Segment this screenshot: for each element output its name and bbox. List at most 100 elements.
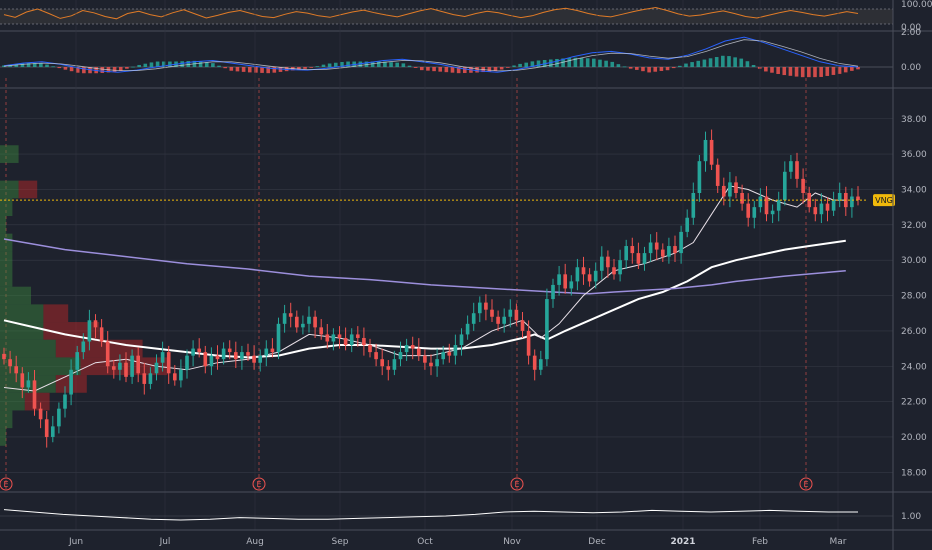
- price-axis: 38.00 36.00 34.00 32.00 30.00 28.00 26.00 24.00…: [901, 115, 927, 479]
- candle-body: [63, 394, 67, 409]
- volume-profile-down: [55, 339, 143, 358]
- candle-body: [837, 193, 842, 201]
- price-grid: [0, 0, 893, 530]
- time-tick-label: Feb: [752, 537, 768, 547]
- volume-profile-up: [0, 410, 13, 429]
- time-tick-label: Nov: [503, 537, 521, 547]
- macd-histogram-bar: [561, 58, 565, 67]
- earnings-dividers: [5, 78, 807, 490]
- price-tick-label: 26.00: [901, 327, 927, 337]
- macd-histogram-bar: [751, 65, 756, 67]
- candle-body: [795, 161, 799, 179]
- volume-profile-up: [0, 304, 44, 323]
- candle-body: [343, 337, 348, 346]
- candle-body: [618, 260, 622, 275]
- macd-histogram-bar: [254, 67, 258, 73]
- candle-body: [130, 355, 134, 377]
- candle-body: [209, 355, 214, 367]
- macd-histogram-bar: [462, 67, 467, 74]
- candle-body: [624, 246, 629, 261]
- candle-body: [50, 426, 55, 437]
- macd-histogram-bar: [14, 63, 19, 67]
- time-tick-label: Mar: [830, 537, 847, 547]
- candle-body: [185, 355, 189, 370]
- macd-histogram-bar: [579, 57, 584, 67]
- macd-histogram-bar: [315, 66, 320, 67]
- macd-histogram-bar: [395, 62, 400, 67]
- candle-body: [191, 348, 195, 356]
- macd-histogram-bar: [204, 62, 209, 67]
- macd-histogram-bar: [671, 67, 676, 69]
- macd-histogram-bar: [75, 67, 80, 73]
- candle-body: [850, 196, 854, 208]
- volume-profile-up: [0, 357, 81, 376]
- candle-body: [166, 352, 171, 374]
- candle-body: [575, 267, 580, 282]
- candle-body: [294, 316, 299, 328]
- candle-body: [612, 267, 616, 275]
- macd-signal-line: [3, 39, 859, 72]
- candle-body: [551, 284, 555, 300]
- volume-profile-down: [18, 180, 38, 199]
- candle-body: [545, 299, 549, 360]
- candle-body: [20, 373, 25, 388]
- macd-histogram-bar: [229, 67, 234, 71]
- candle-body: [685, 217, 690, 232]
- macd-histogram-bar: [696, 60, 701, 67]
- macd-histogram-bar: [389, 62, 393, 67]
- price-tick-label: 30.00: [901, 256, 927, 266]
- moving-average-line: [3, 238, 846, 295]
- candle-body: [526, 330, 531, 356]
- macd-histogram-bar: [376, 61, 381, 67]
- candle-body: [410, 345, 415, 349]
- candle-body: [233, 352, 238, 360]
- macd-histogram-bar: [555, 58, 559, 67]
- macd-histogram-bar: [340, 61, 344, 67]
- candle-body: [362, 337, 366, 346]
- candle-body: [429, 362, 433, 367]
- macd-histogram-bar: [635, 67, 639, 70]
- macd-histogram-bar: [714, 57, 719, 67]
- macd-histogram-bar: [297, 67, 301, 70]
- candle-body: [203, 352, 208, 367]
- candle-body: [697, 161, 702, 193]
- candle-body: [57, 408, 61, 427]
- earnings-marker-label: E: [256, 480, 261, 489]
- candle-body: [691, 193, 696, 218]
- candle-body: [386, 366, 391, 370]
- candle-body: [502, 316, 507, 324]
- macd-histogram-bar: [370, 61, 375, 67]
- macd-histogram-bar: [413, 67, 418, 68]
- macd-histogram-bar: [678, 65, 682, 67]
- candle-body: [319, 327, 324, 335]
- candle-body: [734, 182, 738, 193]
- volume-profile-up: [0, 286, 31, 305]
- price-tick-label: 20.00: [901, 433, 927, 443]
- candle-body: [380, 359, 385, 367]
- earnings-marker-label: E: [514, 480, 519, 489]
- price-tick-label: 32.00: [901, 221, 927, 231]
- macd-histogram-bar: [549, 59, 553, 67]
- macd-histogram-bar: [131, 66, 135, 68]
- macd-histogram-bar: [217, 65, 221, 67]
- macd-histogram-bar: [610, 61, 615, 67]
- macd-histogram-bar: [39, 63, 43, 67]
- macd-histogram-bar: [653, 67, 658, 72]
- macd-histogram-bar: [622, 66, 627, 68]
- macd-histogram-bar: [727, 56, 731, 67]
- macd-histogram-bar: [843, 67, 848, 73]
- price-tick-label: 22.00: [901, 398, 927, 408]
- candle-body: [136, 355, 141, 374]
- macd-histogram-bar: [598, 59, 602, 67]
- candle-body: [721, 185, 726, 197]
- macd-histogram-bar: [733, 57, 737, 67]
- price-tick-label: 34.00: [901, 185, 927, 195]
- macd-histogram-bar: [45, 64, 49, 67]
- candle-body: [148, 373, 153, 384]
- macd-tick-label-zero: 0.00: [901, 63, 921, 73]
- macd-histogram-bar: [530, 61, 535, 67]
- time-tick-label: Aug: [246, 537, 264, 547]
- candle-body: [453, 345, 458, 356]
- candle-body: [179, 369, 183, 381]
- candle-body: [654, 242, 659, 250]
